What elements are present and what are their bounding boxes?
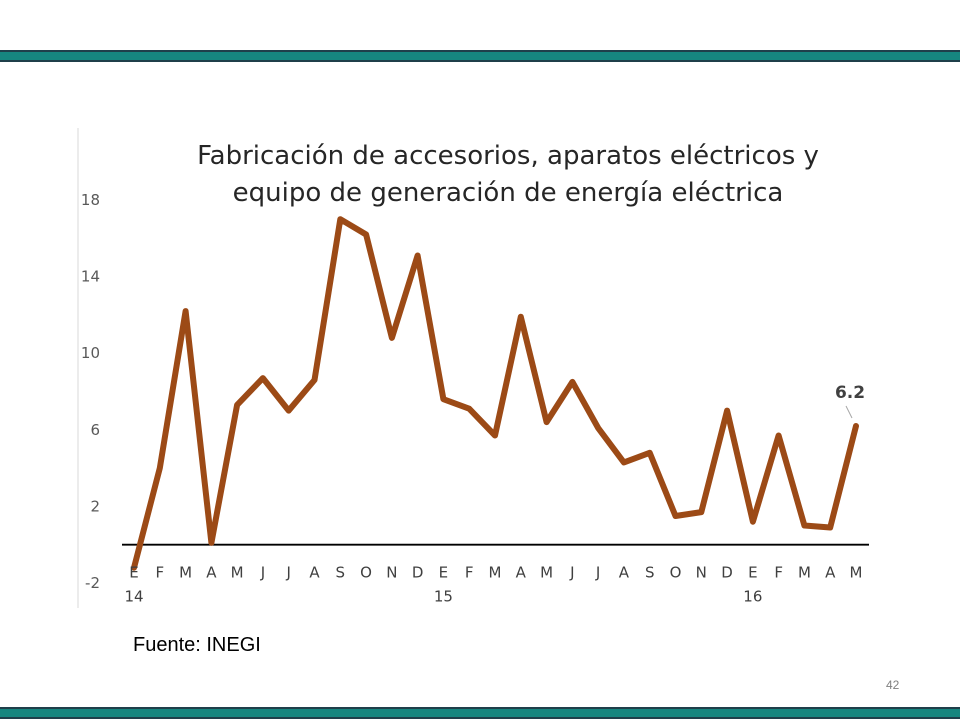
bottom-band [0,707,960,719]
x-tick-label: E [748,564,757,582]
x-tick-label: J [569,564,574,582]
x-year-label: 14 [124,588,143,606]
x-tick-label: S [645,564,655,582]
x-tick-label: A [825,564,836,582]
x-tick-label: J [285,564,290,582]
x-tick-label: A [619,564,630,582]
x-tick-label: M [540,564,553,582]
x-tick-label: N [386,564,397,582]
x-tick-label: F [465,564,474,582]
series-line [131,216,859,571]
x-tick-label: M [489,564,502,582]
x-year-labels: 14 15 16 [124,588,762,606]
x-tick-label: J [595,564,600,582]
x-tick-label: J [260,564,265,582]
data-labels: 6.2 [835,383,865,419]
y-tick-label: 10 [81,344,100,362]
x-tick-label: O [360,564,372,582]
x-tick-label: O [670,564,682,582]
x-tick-label: S [336,564,346,582]
x-tick-label: F [774,564,783,582]
x-tick-label: A [206,564,217,582]
data-label: 6.2 [835,383,865,403]
x-tick-label: N [696,564,707,582]
x-tick-label: M [179,564,192,582]
x-tick-label: M [798,564,811,582]
x-tick-label: A [309,564,320,582]
x-tick-label: E [439,564,448,582]
y-tick-label: 14 [81,268,100,286]
x-tick-label: A [516,564,527,582]
x-tick-label: M [231,564,244,582]
x-tick-label: M [850,564,863,582]
page-number: 42 [886,678,900,692]
y-tick-labels: 18 14 10 6 2 -2 [81,191,100,592]
chart-title-line-2: equipo de generación de energía eléctric… [233,178,784,208]
x-year-label: 16 [743,588,762,606]
chart-title-line-1: Fabricación de accesorios, aparatos eléc… [197,141,819,171]
x-tick-label: D [721,564,733,582]
data-label-leader [845,405,853,419]
y-tick-label: -2 [85,574,100,592]
y-tick-label: 18 [81,191,100,209]
y-tick-label: 6 [90,421,100,439]
top-band [0,50,960,62]
x-tick-label: F [155,564,164,582]
y-tick-label: 2 [90,497,100,515]
x-year-label: 15 [434,588,453,606]
x-tick-label: E [129,564,138,582]
source-note: Fuente: INEGI [133,634,261,656]
x-tick-label: D [412,564,424,582]
